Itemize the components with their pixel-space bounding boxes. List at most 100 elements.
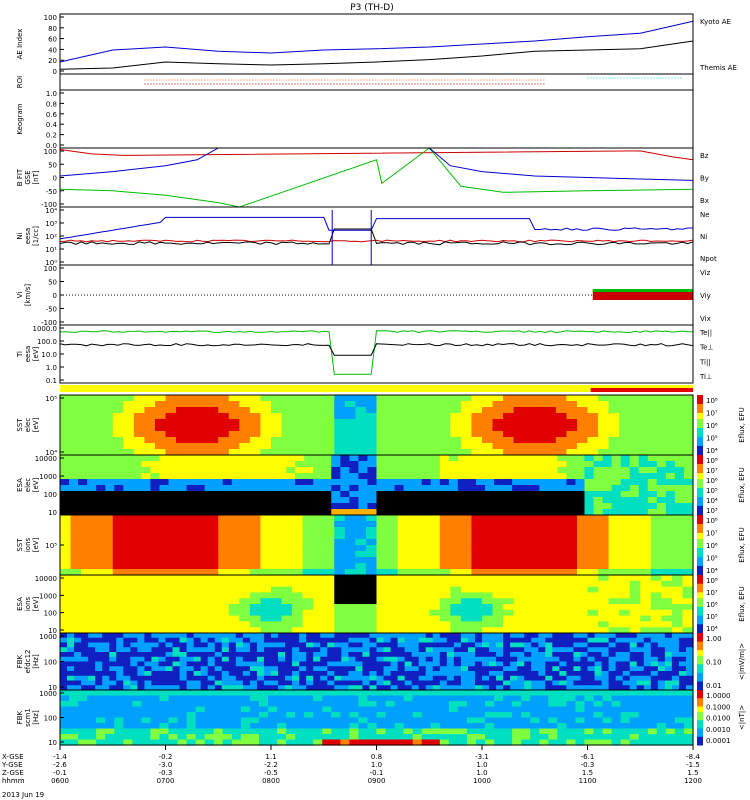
fbk1-ytick: 1000: [39, 633, 57, 641]
xaxis-tick-label: 1100: [579, 777, 597, 785]
fbk1-ylabel: [Hz]: [32, 654, 40, 669]
xaxis-tick-label: 1.0: [476, 769, 487, 777]
cb2-swatch: [697, 458, 703, 462]
cb6-swatch: [697, 703, 703, 707]
series-viz: [592, 290, 693, 300]
cb1-tick: 10⁷: [706, 410, 718, 418]
cb3-swatch: [697, 557, 703, 561]
cb2-swatch: [697, 485, 703, 489]
cb5-swatch: [697, 633, 703, 637]
xaxis-row-label: X-GSE: [2, 753, 24, 761]
xaxis-tick-label: -1.5: [686, 761, 700, 769]
cb5-swatch: [697, 650, 703, 654]
vi-legend: Vix: [700, 315, 711, 323]
series-tipar: [59, 330, 694, 375]
cb6-swatch: [697, 701, 703, 705]
cb2-swatch: [697, 503, 703, 507]
cb1-swatch: [697, 425, 703, 429]
cb4-tick: 10⁸: [706, 577, 718, 585]
esa_e-ytick: 100: [44, 491, 57, 499]
fbk1-ylabel: FBK: [16, 654, 24, 668]
cb3-swatch: [697, 536, 703, 540]
cb2-swatch: [697, 464, 703, 468]
xaxis-row-label: hhmm: [2, 777, 25, 785]
cb5-swatch: [697, 641, 703, 645]
cb5-swatch: [697, 684, 703, 688]
cb4-swatch: [697, 621, 703, 625]
cb6-swatch: [697, 717, 703, 721]
cb5-tick: 0.01: [706, 682, 722, 690]
xaxis-tick-label: -6.1: [581, 753, 595, 761]
cb1-swatch: [697, 410, 703, 414]
te-legend: Te||: [699, 329, 712, 337]
fbk2-ylabel: FBK: [16, 710, 24, 724]
cb1-swatch: [697, 428, 703, 432]
te-ytick: 100.0: [37, 338, 57, 346]
fbk2-ytick: 100: [44, 715, 57, 723]
cb6-swatch: [697, 712, 703, 716]
cb1-swatch: [697, 452, 703, 456]
cb3-swatch: [697, 554, 703, 558]
series-npot: [59, 216, 693, 240]
cb5-swatch: [697, 687, 703, 691]
te-ytick: 10.0: [41, 351, 57, 359]
ni-ylabel: [1/cc]: [32, 226, 40, 246]
cb2-swatch: [697, 479, 703, 483]
cb3-swatch: [697, 548, 703, 552]
cb4-swatch: [697, 589, 703, 593]
xaxis-tick-label: 0.8: [371, 753, 382, 761]
sst_e-ylabel: [eV]: [32, 417, 40, 432]
xaxis-row-label: Z-GSE: [2, 769, 24, 777]
cb2-swatch: [697, 473, 703, 477]
cb1-swatch: [697, 440, 703, 444]
cb2-swatch: [697, 500, 703, 504]
series-tepar: [59, 343, 694, 356]
sst_e-ylabel: elec: [24, 418, 32, 433]
cb6-swatch: [697, 714, 703, 718]
roi-frame: [59, 73, 694, 91]
cb4-tick: 10⁷: [706, 589, 718, 597]
xaxis-tick-label: -2.6: [53, 761, 67, 769]
cb3-swatch: [697, 518, 703, 522]
te-ylabel: eesa: [24, 346, 32, 363]
esa_i-ylabel: ESA: [16, 597, 24, 611]
xaxis-tick-label: 1.1: [265, 753, 276, 761]
sst_e-ylabel: SST: [16, 418, 24, 432]
cb2-tick: 10⁷: [706, 467, 718, 475]
cb2-label: Eflux, EFU: [738, 467, 746, 502]
vi-ytick: 50: [48, 279, 57, 287]
sst_i-ylabel: SST: [16, 538, 24, 552]
cb3-swatch: [697, 533, 703, 537]
cb1-swatch: [697, 401, 703, 405]
cb1-swatch: [697, 398, 703, 402]
cb6-swatch: [697, 742, 703, 746]
cb6-tick: 1.0000: [706, 692, 731, 700]
cb2-swatch: [697, 461, 703, 465]
cb3-tick: 10⁵: [706, 555, 718, 563]
cb1-swatch: [697, 416, 703, 420]
cb2-swatch: [697, 509, 703, 513]
cb4-swatch: [697, 577, 703, 582]
cb5-swatch: [697, 644, 703, 648]
ae-ytick: 80: [48, 25, 57, 33]
cb3-swatch: [697, 527, 703, 531]
xaxis-tick-label: 0800: [262, 777, 280, 785]
cb2-swatch: [697, 506, 703, 510]
cb6-swatch: [697, 736, 703, 740]
fbk2-ylabel: scm1: [24, 708, 32, 727]
cb2-swatch: [697, 482, 703, 486]
esa_e-ylabel: elec: [24, 478, 32, 493]
cb3-swatch: [697, 524, 703, 528]
ni-ytick: 10⁴: [45, 207, 57, 215]
cb4-swatch: [697, 592, 703, 596]
cb5-swatch: [697, 661, 703, 665]
cb1-swatch: [697, 431, 703, 435]
cb4-swatch: [697, 586, 703, 590]
cb1-tick: 10⁸: [706, 397, 718, 405]
series-bx: [59, 147, 694, 181]
bfit-legend: Bx: [700, 197, 709, 205]
cb6-tick: 0.1000: [706, 703, 731, 711]
fbk2-ytick: 10: [48, 739, 57, 747]
bfit-ytick: 0: [53, 175, 57, 183]
